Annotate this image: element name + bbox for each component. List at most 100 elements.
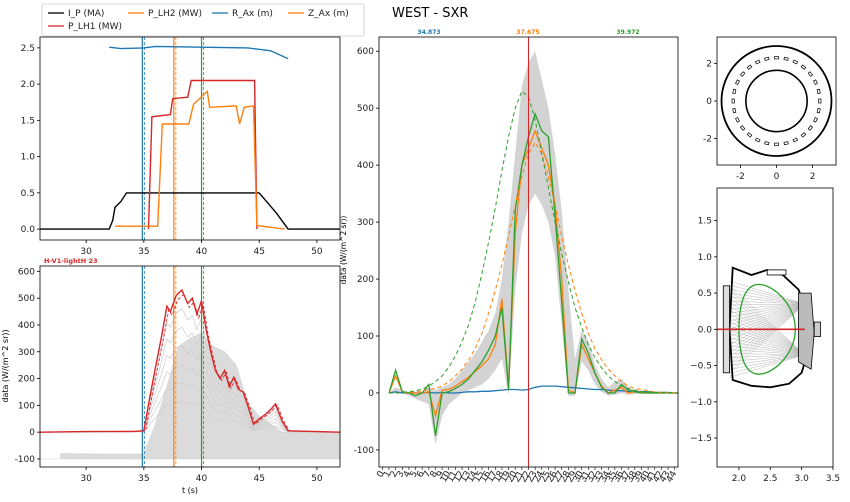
line-of-sight bbox=[729, 325, 805, 355]
sxr-profile-series-4 bbox=[389, 90, 678, 394]
vessel-coil bbox=[754, 59, 761, 65]
time-label-1: 37.675 bbox=[516, 29, 539, 36]
sxrt-ytick-label: 0 bbox=[29, 428, 35, 438]
legend: I_P (MA) P_LH1 (MW) P_LH2 (MW) R_Ax (m) … bbox=[41, 3, 365, 37]
vessel-coil bbox=[816, 88, 821, 95]
line-of-sight bbox=[729, 353, 805, 355]
line-of-sight bbox=[729, 303, 805, 346]
prof-xtick-label: 25 bbox=[539, 470, 553, 485]
port-block bbox=[813, 321, 821, 337]
vessel-xtick-label: -2 bbox=[736, 172, 745, 182]
time-series-1 bbox=[147, 79, 258, 230]
line-of-sight bbox=[729, 303, 805, 314]
line-of-sight bbox=[729, 292, 805, 305]
line-of-sight bbox=[729, 354, 805, 370]
time-series-0 bbox=[40, 192, 340, 230]
sxr-time-lines bbox=[40, 266, 340, 467]
eq-xtick-label: 3.0 bbox=[794, 474, 809, 484]
sxrt-ytick-label: 600 bbox=[18, 267, 35, 277]
eq-ytick-label: 1.5 bbox=[698, 217, 712, 227]
line-of-sight bbox=[729, 303, 805, 350]
vessel-outer-wall bbox=[720, 45, 833, 157]
line-of-sight bbox=[729, 333, 805, 355]
sxr-time-series-ch23-dashed bbox=[41, 293, 340, 433]
sxr-profile-plot: -100010020030040050060001234567891011121… bbox=[339, 29, 679, 485]
time-xtick-label: 35 bbox=[138, 247, 149, 257]
equilibrium-drawing bbox=[717, 266, 821, 389]
eq-ytick-label: 0.5 bbox=[698, 289, 712, 299]
vessel-coil bbox=[739, 125, 746, 131]
prof-xtick-label: 41 bbox=[645, 470, 659, 485]
vessel-coil bbox=[735, 79, 740, 86]
sxrt-xtick-label: 45 bbox=[254, 474, 265, 484]
time-ytick-label: 2.5 bbox=[21, 44, 35, 54]
sxrt-ytick-label: 500 bbox=[18, 294, 35, 304]
sxrt-ytick-label: 400 bbox=[18, 321, 35, 331]
vessel-coil bbox=[813, 116, 818, 123]
legend-label-rax: R_Ax (m) bbox=[232, 9, 273, 19]
line-of-sight bbox=[729, 349, 805, 355]
sxr-profile-lines bbox=[388, 37, 678, 467]
legend-label-plh2: P_LH2 (MW) bbox=[148, 9, 202, 19]
vessel-coil bbox=[774, 142, 779, 146]
vessel-coil bbox=[732, 107, 737, 114]
vessel-coil bbox=[732, 88, 737, 95]
eq-ytick-label: 0.0 bbox=[698, 325, 713, 335]
line-of-sight bbox=[729, 354, 805, 374]
line-of-sight bbox=[729, 303, 805, 318]
time-ytick-label: 1.5 bbox=[21, 116, 35, 126]
vessel-coil bbox=[800, 132, 807, 138]
line-of-sight bbox=[729, 303, 805, 330]
line-of-sight bbox=[729, 284, 805, 305]
line-of-sight bbox=[729, 303, 805, 342]
prof-xtick-label: 4 bbox=[402, 469, 414, 479]
prof-xtick-label: 7 bbox=[422, 470, 434, 480]
prof-xtick-label: 23 bbox=[525, 470, 539, 485]
legend-label-plh1: P_LH1 (MW) bbox=[68, 22, 122, 32]
equilibrium-plot: 2.0 2.5 3.0 3.5 −1.5 −1.0 −0.5 0.0 0.5 1.0 1.5 bbox=[690, 187, 840, 484]
time-ytick-label: 2.0 bbox=[21, 80, 36, 90]
time-label-2: 39.972 bbox=[616, 29, 639, 36]
line-of-sight bbox=[729, 354, 805, 362]
prof-xtick-label: 21 bbox=[512, 470, 526, 485]
vessel-coil bbox=[746, 64, 753, 70]
vessel-coil bbox=[764, 141, 770, 146]
sxr-time-title: H-V1-lightH 23 bbox=[44, 257, 98, 265]
time-label-0: 34.873 bbox=[417, 29, 440, 36]
vessel-coil bbox=[731, 98, 735, 104]
vessel-coil bbox=[816, 107, 821, 114]
vessel-coil bbox=[818, 98, 822, 104]
sxrt-ytick-label: 100 bbox=[18, 401, 35, 411]
prof-xtick-label: 3 bbox=[395, 470, 407, 480]
line-of-sight bbox=[729, 321, 805, 355]
eq-ytick-label: −1.5 bbox=[690, 434, 712, 444]
vessel-coil bbox=[735, 116, 740, 123]
time-ytick-label: 1.0 bbox=[21, 153, 36, 163]
vessel-coil bbox=[800, 64, 807, 70]
line-of-sight bbox=[729, 329, 805, 355]
vessel-coil bbox=[792, 59, 799, 65]
prof-xtick-label: 8 bbox=[429, 469, 441, 479]
line-of-sight bbox=[729, 345, 805, 355]
vessel-inner-wall bbox=[745, 69, 808, 133]
time-xtick-label: 45 bbox=[254, 247, 265, 257]
figure-title: WEST - SXR bbox=[392, 6, 468, 21]
legend-label-ip: I_P (MA) bbox=[68, 9, 104, 19]
sxr-time-xlabel: t (s) bbox=[182, 486, 198, 495]
legend-label-zax: Z_Ax (m) bbox=[308, 9, 349, 19]
sxr-profile-series-3 bbox=[389, 141, 678, 394]
time-traces-plot: 30 35 40 45 50 0.0 0.5 1.0 1.5 2.0 2.5 bbox=[21, 36, 341, 257]
sxr-time-ylabel: data (W/(m^2 sr)) bbox=[1, 329, 10, 402]
prof-ytick-label: 500 bbox=[357, 104, 374, 114]
prof-xtick-label: 27 bbox=[552, 470, 566, 485]
prof-xtick-label: 42 bbox=[652, 470, 666, 485]
prof-xtick-label: 5 bbox=[409, 470, 421, 480]
prof-xtick-label: 32 bbox=[585, 470, 599, 485]
prof-xtick-label: 43 bbox=[658, 470, 672, 485]
eq-ytick-label: −0.5 bbox=[690, 362, 712, 372]
prof-xtick-label: 11 bbox=[446, 470, 460, 485]
vessel-ytick-label: 2 bbox=[706, 59, 712, 69]
upper-coil bbox=[766, 269, 787, 276]
sxr-time-channel-gray-2 bbox=[40, 326, 340, 433]
